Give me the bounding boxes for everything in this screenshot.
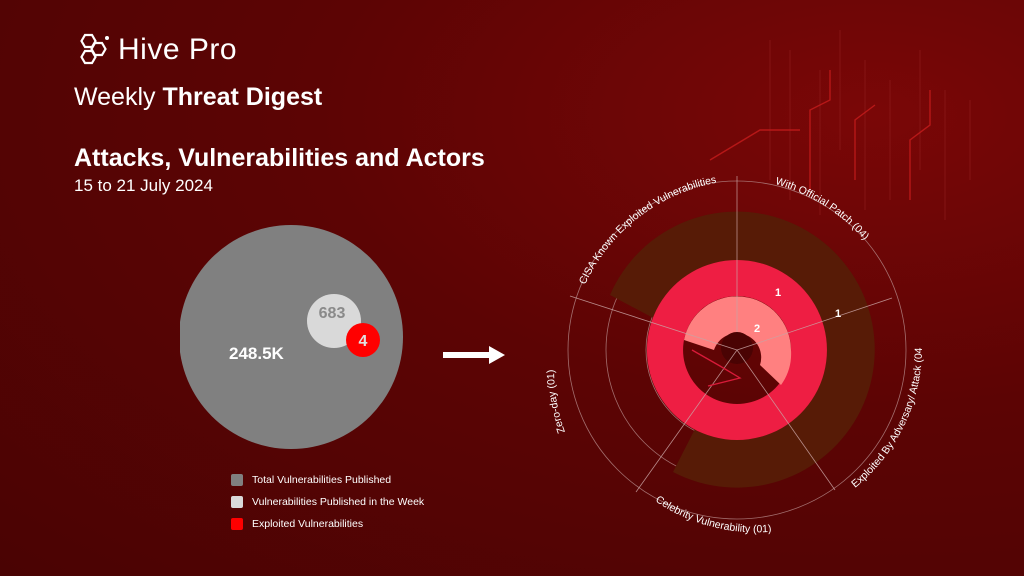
brand-name: Hive Pro	[118, 33, 238, 66]
title-emphasis: Threat Digest	[162, 83, 323, 111]
brand-logo: Hive Pro	[74, 32, 237, 68]
total-value: 248.5K	[229, 344, 285, 363]
legend-item: Total Vulnerabilities Published	[231, 474, 424, 486]
exploited-bubble	[346, 323, 380, 357]
legend-swatch-exploited	[231, 518, 243, 530]
legend-item: Exploited Vulnerabilities	[231, 518, 424, 530]
date-range: 15 to 21 July 2024	[74, 176, 213, 195]
center-hole	[721, 332, 753, 364]
legend-swatch-total	[231, 474, 243, 486]
legend-label: Total Vulnerabilities Published	[252, 474, 392, 486]
legend-item: Vulnerabilities Published in the Week	[231, 496, 424, 508]
category-label: Zero-day (01)	[545, 370, 568, 435]
inner-ring-arc	[684, 296, 792, 385]
category-label: CISA Known Exploited Vulnerabilities (04…	[0, 0, 717, 286]
page-title: Weekly Threat Digest	[74, 83, 322, 112]
hive-logo-icon	[80, 33, 109, 65]
total-bubble	[180, 225, 403, 449]
arrow-right-icon	[443, 346, 505, 364]
legend-label: Vulnerabilities Published in the Week	[252, 496, 425, 508]
legend-label: Exploited Vulnerabilities	[252, 518, 364, 530]
week-value: 683	[319, 305, 346, 322]
exploited-value: 4	[359, 333, 368, 350]
section-heading: Attacks, Vulnerabilities and Actors	[74, 144, 485, 172]
inner-ring-value: 2	[754, 323, 760, 335]
outer-ring-value: 1	[835, 308, 841, 320]
outer-ring-arc	[610, 211, 875, 488]
middle-ring-arc	[646, 260, 827, 440]
category-label: Celebrity Vulnerability (01)	[653, 493, 772, 535]
vulnerability-bubbles: 248.5K 683 4	[180, 225, 403, 449]
middle-ring-value: 1	[775, 287, 781, 299]
bubble-legend: Total Vulnerabilities Published Vulnerab…	[231, 474, 424, 530]
legend-swatch-week	[231, 496, 243, 508]
title-prefix: Weekly	[74, 83, 163, 111]
decorative-circuit-lines	[709, 30, 971, 220]
